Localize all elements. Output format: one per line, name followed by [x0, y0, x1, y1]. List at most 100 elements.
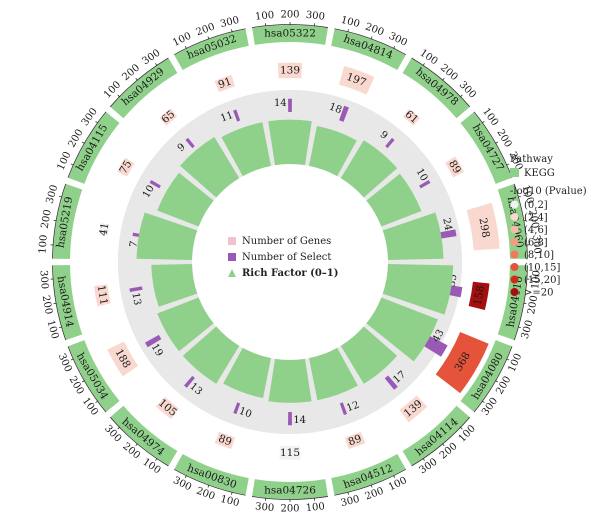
pvalue-swatch — [510, 250, 519, 259]
select-bar — [185, 137, 195, 149]
select-bar — [233, 109, 241, 122]
axis-baseline — [513, 183, 528, 259]
axis-tick-label: 200 — [195, 486, 217, 503]
center-disc — [193, 165, 387, 359]
axis-tick-label: 200 — [364, 486, 386, 503]
select-value-label: 12 — [345, 400, 361, 415]
select-bar — [339, 105, 349, 122]
pathway-band — [252, 479, 328, 499]
rich-factor-bar — [182, 326, 240, 384]
pathway-band — [497, 184, 527, 259]
axis-tick-label: 300 — [387, 31, 409, 49]
axis-tick-label: 300 — [45, 184, 61, 205]
select-bar — [145, 334, 162, 348]
select-value-label: 11 — [219, 110, 235, 125]
genes-value-label: 41 — [97, 222, 111, 237]
pvalue-bin-label: (2,4] — [524, 213, 548, 224]
select-bar — [129, 286, 143, 293]
side-legend: Pathway KEGG -log10 (Pvalue) (0,2] (2,4](4,6… — [510, 154, 587, 299]
axis-tick-label: 300 — [171, 475, 193, 493]
axis-tick-label: 200 — [40, 295, 54, 316]
axis-tick-label: 100 — [530, 270, 542, 290]
pathway-label: hsa05322 — [264, 28, 316, 40]
axis-tick-label: 200 — [526, 295, 540, 316]
genes-bar — [466, 202, 500, 251]
pathway-band — [402, 405, 470, 466]
axis-tick-label: 300 — [255, 501, 275, 514]
rich-factor-bar — [382, 264, 454, 315]
legend-label: Number of Select — [242, 252, 331, 263]
genes-value-label: 75 — [117, 158, 134, 176]
legend-label: Number of Genes — [242, 236, 331, 247]
pathway-band — [110, 58, 178, 119]
genes-bar — [214, 431, 235, 450]
genes-bar — [468, 281, 490, 311]
select-value-label: 10 — [141, 183, 157, 200]
select-value-label: 18 — [327, 102, 343, 117]
genes-bar — [403, 108, 421, 126]
rich-factor-bar — [309, 125, 357, 177]
legend-swatch-triangle — [228, 269, 236, 277]
genes-value-label: 111 — [95, 284, 110, 306]
genes-bar — [279, 445, 301, 460]
axis-tick-label: 300 — [56, 352, 74, 374]
genes-bar — [339, 66, 375, 95]
center-legend-genes: Number of Genes — [228, 236, 331, 247]
pvalue-bin-label: (4,6] — [524, 225, 548, 236]
axis-tick-label: 100 — [56, 150, 74, 172]
axis-tick-label: 300 — [340, 494, 361, 509]
axis-tick-label: 100 — [340, 15, 361, 30]
axis-tick-label: 100 — [45, 319, 61, 340]
genes-bar — [159, 108, 178, 126]
genes-bar — [93, 284, 111, 307]
axis-baseline — [251, 496, 329, 500]
select-bar — [419, 179, 431, 189]
axis-tick-label: 100 — [507, 352, 525, 374]
pvalue-swatch — [510, 288, 519, 296]
pathway-band — [53, 184, 83, 259]
rich-factor-bar — [180, 137, 240, 198]
pathway-band — [252, 25, 328, 45]
genes-value-label: 298 — [476, 217, 491, 239]
pathway-band — [174, 29, 249, 70]
axis-tick-label: 100 — [37, 234, 49, 254]
rich-factor-bar — [268, 119, 312, 166]
genes-bar — [214, 74, 236, 93]
axis-tick-label: 100 — [219, 494, 240, 509]
axis-baseline — [411, 57, 471, 108]
rich-factor-bar — [309, 347, 358, 401]
genes-bar — [107, 341, 139, 377]
axis-baseline — [513, 265, 528, 341]
axis-baseline — [334, 468, 407, 496]
select-bar — [233, 402, 241, 415]
axis-baseline — [173, 468, 246, 496]
axis-baseline — [411, 416, 471, 467]
kegg-legend-label: KEGG — [524, 168, 555, 179]
pathway-band — [402, 58, 470, 119]
rich-factor-bar — [157, 172, 214, 227]
pathway-band — [68, 340, 120, 412]
axis-tick-label: 200 — [195, 21, 217, 38]
axis-tick-label: 300 — [219, 15, 240, 30]
genes-bar — [277, 62, 303, 79]
rich-factor-bar — [223, 347, 271, 399]
axis-tick-label: 200 — [526, 209, 540, 230]
pvalue-swatch — [510, 225, 519, 234]
select-bar — [183, 375, 195, 388]
pathway-band — [331, 29, 406, 70]
pathway-legend-title: Pathway — [510, 154, 553, 165]
select-value-label: 7 — [128, 240, 140, 248]
axis-tick-label: 200 — [364, 21, 386, 38]
pvalue-legend-title: -log10 (Pvalue) — [510, 186, 587, 197]
pvalue-swatch — [510, 263, 519, 271]
genes-bar — [99, 222, 110, 236]
pathway-band — [110, 405, 178, 466]
pathway-label: hsa04726 — [264, 485, 316, 497]
pvalue-bin-label: (6,8] — [524, 238, 548, 249]
genes-bar — [155, 396, 179, 420]
rich-factor-bar — [157, 297, 214, 352]
pvalue-swatch — [510, 213, 519, 221]
genes-value-label: 65 — [159, 108, 177, 126]
genes-value-label: 105 — [156, 397, 179, 419]
